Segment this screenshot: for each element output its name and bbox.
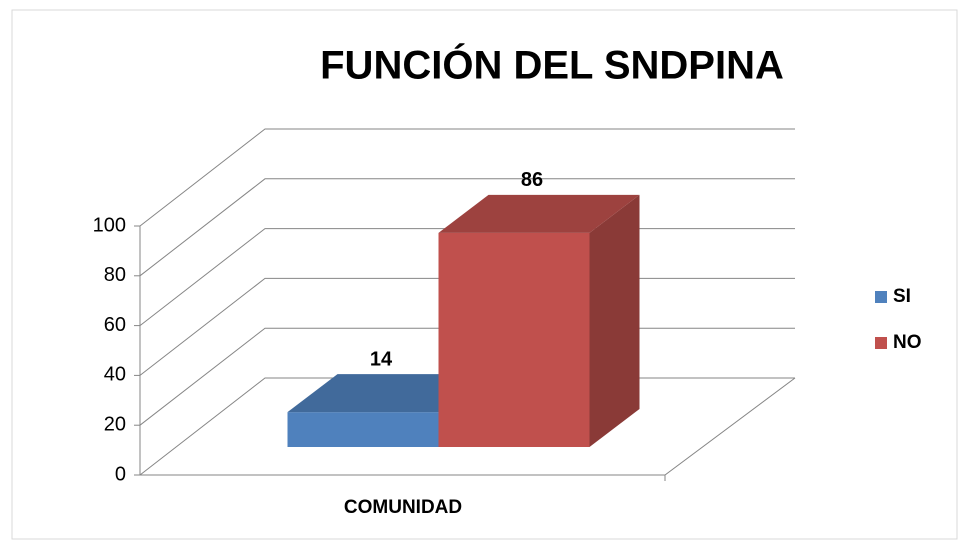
- bar-top: [438, 194, 640, 233]
- legend-label: NO: [893, 332, 922, 353]
- bar-side: [589, 194, 640, 447]
- y-tick-label: 80: [104, 264, 126, 286]
- legend-swatch: [875, 337, 887, 349]
- y-tick-label: 20: [104, 413, 126, 435]
- y-tick-label: 100: [93, 214, 126, 236]
- chart-title: FUNCIÓN DEL SNDPINA: [320, 42, 784, 88]
- grid-line: [139, 128, 795, 227]
- data-label: 86: [521, 169, 543, 191]
- bar-top: [287, 374, 489, 413]
- bar-front: [438, 232, 590, 447]
- y-tick-label: 60: [104, 314, 126, 336]
- legend-label: SI: [893, 286, 911, 307]
- bar-front: [287, 412, 439, 447]
- y-tick-label: 0: [115, 463, 126, 485]
- x-tick-label: COMUNIDAD: [344, 497, 462, 518]
- grid-line: [139, 178, 795, 277]
- data-label: 14: [370, 348, 393, 370]
- legend-swatch: [875, 291, 887, 303]
- y-tick-label: 40: [104, 364, 126, 386]
